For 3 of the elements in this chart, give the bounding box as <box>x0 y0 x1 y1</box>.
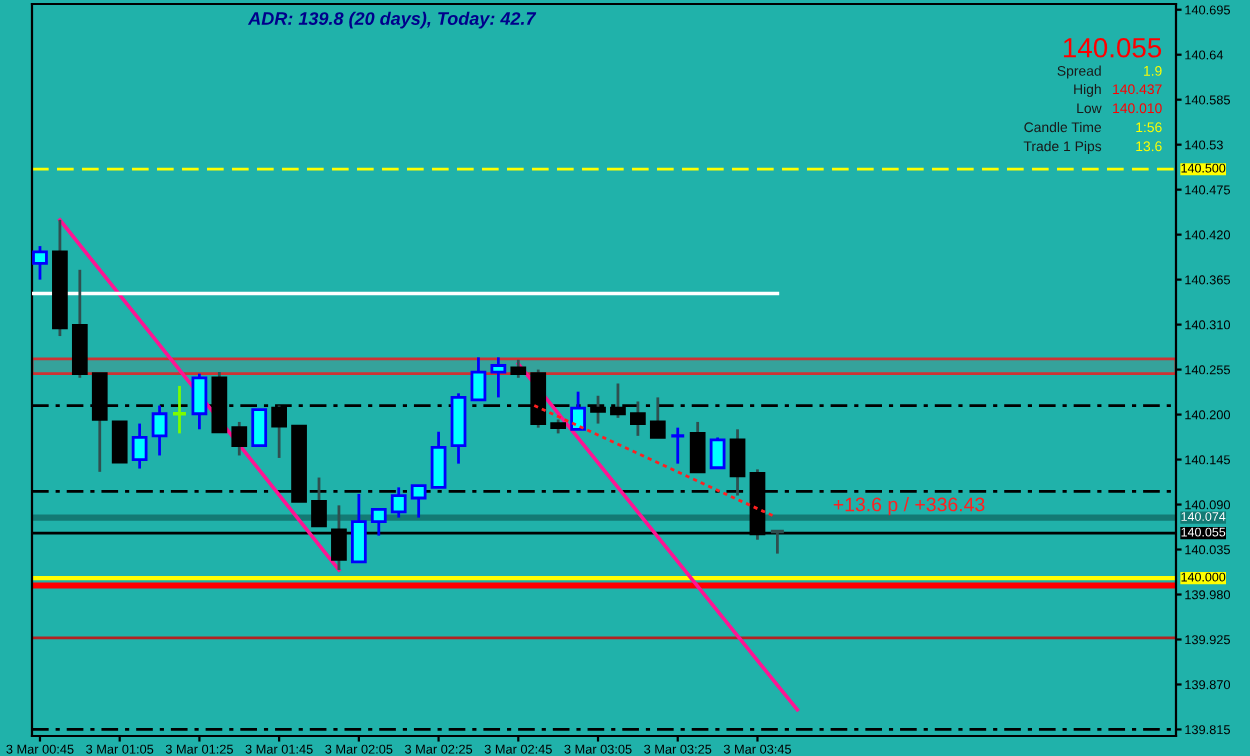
chart-title: ADR: 139.8 (20 days), Today: 42.7 <box>247 11 537 29</box>
annotation: +13.6 p / +336.43 <box>833 497 985 516</box>
annotation: 140.055 <box>1063 37 1162 58</box>
